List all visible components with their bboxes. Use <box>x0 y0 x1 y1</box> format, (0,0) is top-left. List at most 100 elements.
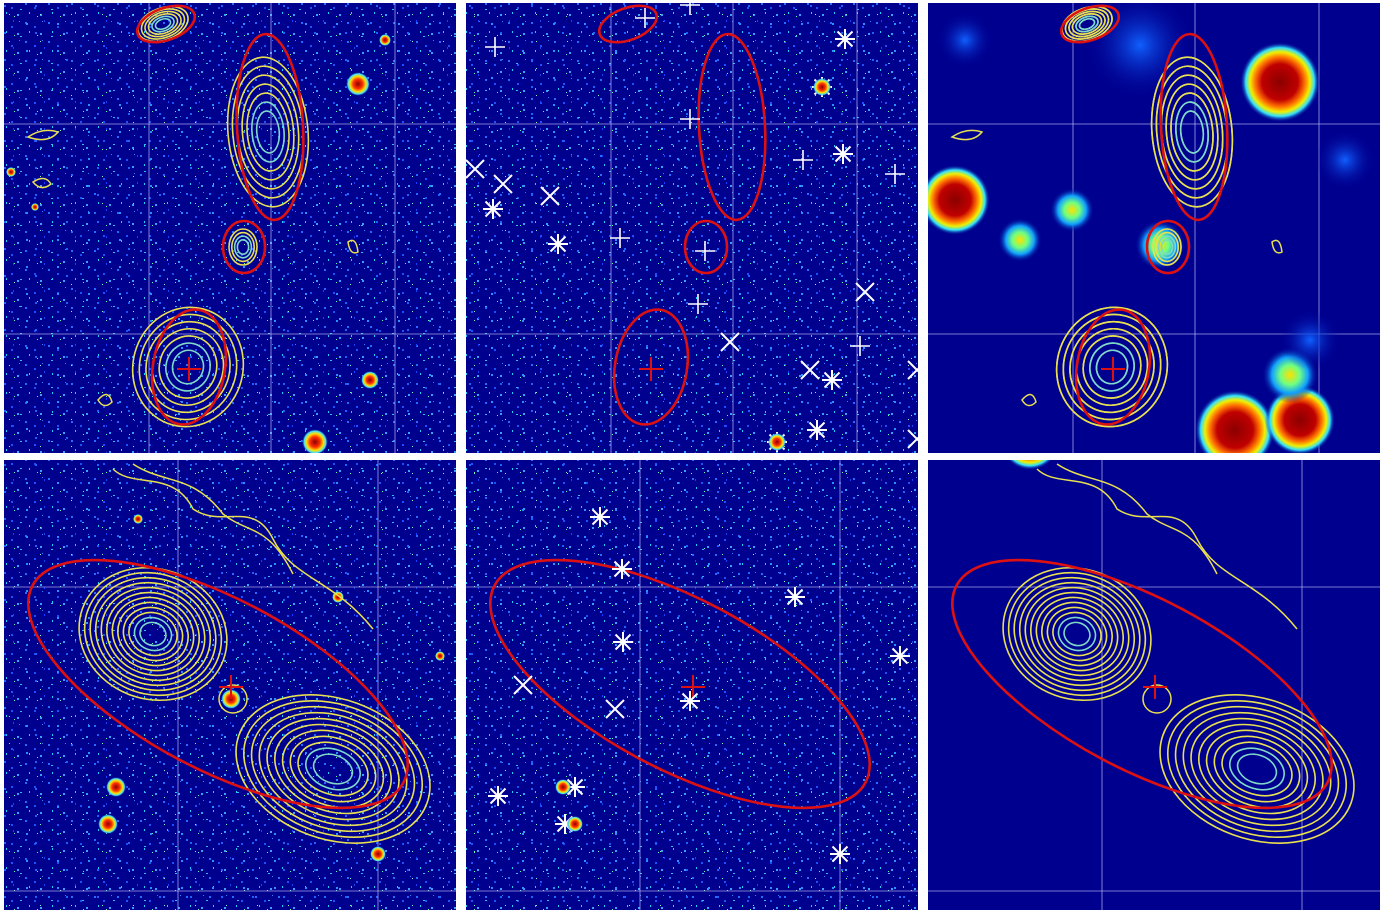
catalogue-star-marker <box>823 371 841 389</box>
contour-line <box>1095 349 1129 385</box>
catalogue-star-marker <box>834 145 852 163</box>
contour-line <box>89 576 217 692</box>
contour-line <box>1078 17 1096 31</box>
contour-line <box>1035 596 1119 672</box>
source-blob <box>813 78 831 96</box>
smoothed-blob <box>1006 459 1054 470</box>
red-cross-marker <box>639 357 663 381</box>
catalogue-x-marker <box>855 282 875 302</box>
contour-line <box>158 335 218 399</box>
contour-line <box>1056 463 1218 575</box>
panel-bottom-smoothed-overlay <box>927 459 1381 911</box>
contour-line <box>1046 606 1108 662</box>
catalogue-x-marker <box>513 675 533 695</box>
contour-line <box>1041 601 1113 667</box>
source-blob <box>302 429 328 454</box>
catalogue-x-marker <box>907 429 919 449</box>
contour-line <box>1165 83 1219 181</box>
smoothed-blob <box>1085 2 1195 100</box>
panel-border <box>465 2 919 454</box>
catalogue-plus-marker <box>680 2 700 15</box>
red-cross-marker <box>1101 357 1125 381</box>
smoothed-blob <box>1280 310 1340 370</box>
contour-line <box>312 753 354 785</box>
source-blob <box>361 371 379 389</box>
source-blob <box>567 816 583 832</box>
region-ellipse <box>235 32 305 222</box>
smoothed-blob <box>1050 188 1094 232</box>
catalogue-star-marker <box>808 421 826 439</box>
contour-line <box>1182 711 1332 827</box>
contour-line <box>1205 729 1309 809</box>
panel-image <box>465 459 919 911</box>
contour-line <box>1057 616 1097 652</box>
contour-line <box>231 231 256 263</box>
catalogue-star-marker <box>786 588 804 606</box>
contour-line <box>94 581 212 687</box>
panel-top-smoothed-overlay <box>927 2 1381 454</box>
panel-border <box>3 459 457 911</box>
contour-line <box>246 92 290 172</box>
contour-line <box>1018 581 1136 687</box>
contour-line <box>1069 320 1155 414</box>
catalogue-star-marker <box>613 560 631 578</box>
contour-line <box>117 601 189 667</box>
catalogue-plus-marker <box>680 109 700 129</box>
region-ellipse <box>951 558 1333 810</box>
region-ellipse <box>489 558 871 810</box>
source-blob <box>6 167 16 177</box>
contour-line <box>1166 699 1348 839</box>
contour-line <box>1159 694 1355 844</box>
contour-line <box>139 621 167 647</box>
contour-line <box>1063 621 1091 647</box>
contour-line <box>138 313 238 421</box>
catalogue-x-marker <box>493 174 513 194</box>
catalogue-star-marker <box>549 235 567 253</box>
panel-image <box>927 2 1381 454</box>
contour-line <box>1071 13 1103 35</box>
contour-line <box>235 694 431 844</box>
source-blob <box>31 203 39 211</box>
contour-line <box>1152 228 1182 266</box>
contour-line <box>1236 753 1278 785</box>
source-blob <box>98 814 118 834</box>
panel-image <box>3 459 457 911</box>
contour-line <box>236 239 250 256</box>
contour-line <box>1068 10 1106 38</box>
contour-line <box>83 571 223 697</box>
contour-line <box>132 463 294 575</box>
contour-line <box>1052 611 1102 657</box>
contour-line <box>1174 705 1340 833</box>
region-ellipse <box>1159 32 1229 222</box>
contour-line <box>289 735 377 803</box>
contour-line <box>1198 723 1316 815</box>
contour-line <box>1062 313 1162 421</box>
smoothed-blob <box>927 165 990 235</box>
contour-line <box>241 83 295 181</box>
smoothed-blob <box>998 218 1042 262</box>
source-blob <box>435 651 445 661</box>
contour-line <box>1030 591 1124 677</box>
catalogue-x-marker <box>605 699 625 719</box>
panel-border <box>465 459 919 911</box>
smoothed-blob <box>1265 385 1335 454</box>
source-blob <box>133 514 143 524</box>
contour-line <box>100 586 206 682</box>
contour-line <box>133 616 173 652</box>
contour-line <box>1229 747 1285 791</box>
contour-line <box>950 129 984 141</box>
catalogue-star-marker <box>831 845 849 863</box>
panel-image <box>3 2 457 454</box>
region-ellipse <box>1145 219 1191 275</box>
catalogue-star-marker <box>891 647 909 665</box>
contour-line <box>147 13 179 35</box>
catalogue-star-marker <box>484 200 502 218</box>
contour-line <box>347 239 359 254</box>
source-blob <box>768 433 786 451</box>
contour-line <box>151 15 175 33</box>
region-ellipse <box>221 219 267 275</box>
smoothed-blob <box>1240 42 1320 122</box>
contour-line <box>1055 306 1169 428</box>
contour-line <box>1021 393 1037 407</box>
